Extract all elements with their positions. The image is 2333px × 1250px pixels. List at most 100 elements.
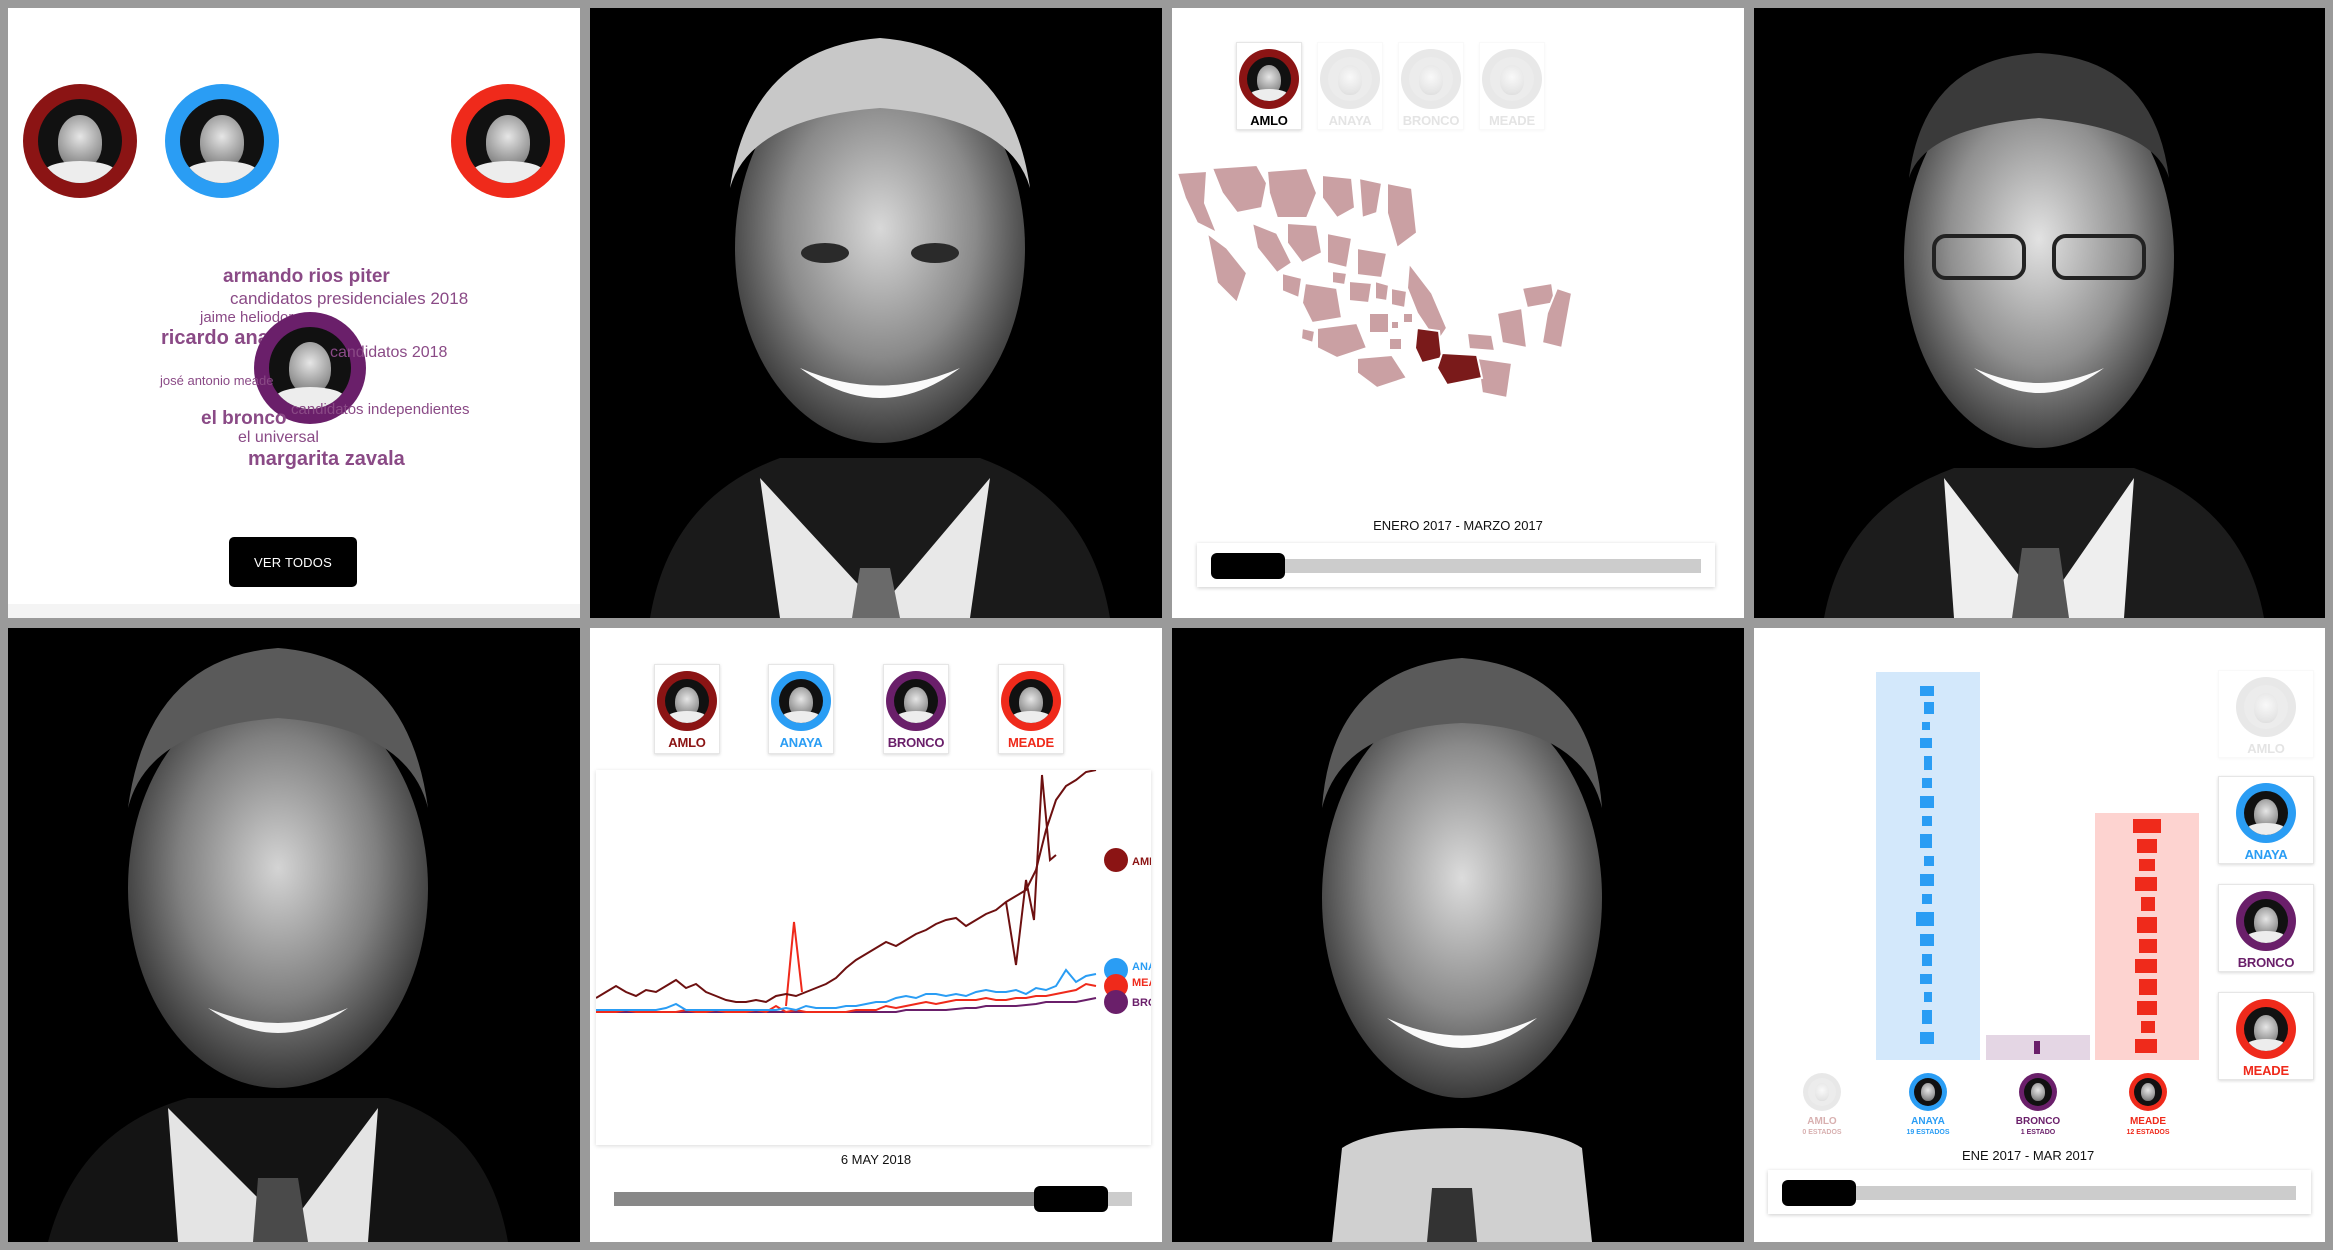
avatar-meade xyxy=(2236,999,2296,1059)
state-sonora xyxy=(1210,163,1269,215)
end-label-amlo: AMLO xyxy=(1132,856,1151,868)
state-tlaxcala xyxy=(1402,312,1414,324)
bar-avatar-amlo[interactable] xyxy=(1803,1073,1841,1111)
avatar-bronco[interactable] xyxy=(254,312,366,424)
line-chart-panel: AMLO ANAYA BRONCO MEADE xyxy=(590,628,1162,1242)
state-tamaulipas xyxy=(1386,181,1419,250)
state-aguascalientes xyxy=(1331,269,1349,287)
bar-period-label: ENE 2017 - MAR 2017 xyxy=(1962,1148,2095,1163)
line-card-label-meade: MEADE xyxy=(1008,735,1054,750)
word-armando-rios-piter[interactable]: armando rios piter xyxy=(223,266,390,287)
word-candidatos-presidenciales[interactable]: candidatos presidenciales 2018 xyxy=(230,289,469,308)
mexico-map[interactable] xyxy=(1177,163,1737,493)
slider-track[interactable] xyxy=(1211,559,1701,573)
word-el-universal[interactable]: el universal xyxy=(238,429,319,446)
map-card-label-meade: MEADE xyxy=(1489,113,1535,128)
state-zacatecas xyxy=(1326,231,1354,270)
end-label-bronco: BRONCO xyxy=(1132,997,1151,1009)
side-card-label-anaya: ANAYA xyxy=(2244,847,2288,862)
avatar-anaya[interactable] xyxy=(165,84,279,198)
state-baja-california-sur xyxy=(1205,230,1249,305)
bar-avatar-anaya[interactable] xyxy=(1909,1073,1947,1111)
bar-bronco-state xyxy=(2034,1041,2040,1054)
map-timeline-slider[interactable] xyxy=(1197,543,1715,587)
line-card-label-bronco: BRONCO xyxy=(887,735,945,750)
side-card-anaya[interactable]: ANAYA xyxy=(2218,776,2314,864)
bar-avatar-bronco[interactable] xyxy=(2019,1073,2057,1111)
line-card-meade[interactable]: MEADE xyxy=(998,664,1064,754)
state-hidalgo xyxy=(1390,286,1409,310)
state-sinaloa xyxy=(1250,221,1294,275)
avatar-bronco xyxy=(2236,891,2296,951)
wordcloud-panel: armando rios piter candidatos presidenci… xyxy=(8,8,580,618)
side-card-label-meade: MEADE xyxy=(2243,1063,2289,1078)
bar-label-anaya-sub: 19 ESTADOS xyxy=(1906,1129,1950,1136)
avatar-meade xyxy=(1482,49,1542,109)
portrait-meade xyxy=(1322,658,1602,1242)
side-card-meade[interactable]: MEADE xyxy=(2218,992,2314,1080)
bar-panel: AMLO 0 ESTADOS ANAYA 19 ESTADOS BRONCO 1… xyxy=(1754,628,2325,1242)
line-date-label: 6 MAY 2018 xyxy=(840,1152,912,1167)
line-amlo xyxy=(595,769,1097,1004)
avatar-bronco xyxy=(886,671,946,731)
bar-bronco[interactable] xyxy=(1986,1035,2090,1060)
bar-anaya[interactable] xyxy=(1876,672,1980,1060)
side-card-amlo[interactable]: AMLO xyxy=(2218,670,2314,758)
word-el-bronco[interactable]: el bronco xyxy=(201,408,287,429)
state-baja-california xyxy=(1177,169,1219,236)
avatar-meade[interactable] xyxy=(451,84,565,198)
line-card-bronco[interactable]: BRONCO xyxy=(883,664,949,754)
avatar-amlo[interactable] xyxy=(23,84,137,198)
avatar-anaya xyxy=(1320,49,1380,109)
map-card-bronco[interactable]: BRONCO xyxy=(1398,42,1464,130)
line-meade xyxy=(596,982,1097,1014)
portrait-anaya xyxy=(1824,53,2264,618)
state-nayarit xyxy=(1281,271,1304,300)
avatar-anaya xyxy=(771,671,831,731)
avatar-amlo xyxy=(1239,49,1299,109)
avatar-bronco xyxy=(1401,49,1461,109)
map-panel: AMLO ANAYA BRONCO MEADE xyxy=(1172,8,1744,618)
line-card-anaya[interactable]: ANAYA xyxy=(768,664,834,754)
avatar-amlo xyxy=(657,671,717,731)
state-guanajuato xyxy=(1348,279,1374,305)
bar-avatar-meade[interactable] xyxy=(2129,1073,2167,1111)
line-end-markers xyxy=(1104,848,1128,1014)
word-candidatos-independientes[interactable]: candidatos independientes xyxy=(291,401,470,418)
bar-timeline-slider[interactable] xyxy=(1768,1170,2311,1214)
portrait-amlo xyxy=(650,38,1110,618)
state-jalisco xyxy=(1300,281,1344,325)
map-card-anaya[interactable]: ANAYA xyxy=(1317,42,1383,130)
map-card-label-bronco: BRONCO xyxy=(1402,113,1460,128)
portrait-panel-amlo xyxy=(590,8,1162,618)
state-chiapas xyxy=(1475,356,1514,400)
line-chart-frame: AMLO ANAYA MEADE BRONCO xyxy=(595,769,1162,1145)
slider-thumb[interactable] xyxy=(1034,1186,1108,1212)
state-nuevo-leon xyxy=(1357,176,1384,220)
word-candidatos-2018[interactable]: candidatos 2018 xyxy=(330,344,448,361)
end-label-meade: MEADE xyxy=(1132,977,1151,989)
ver-todos-button[interactable]: VER TODOS xyxy=(229,537,357,587)
word-jose-antonio-meade[interactable]: josé antonio meade xyxy=(160,373,274,388)
map-card-amlo[interactable]: AMLO xyxy=(1236,42,1302,130)
line-timeline-slider[interactable] xyxy=(604,1176,1144,1220)
side-card-label-amlo: AMLO xyxy=(2247,741,2285,756)
slider-track[interactable] xyxy=(1782,1186,2296,1200)
line-anaya xyxy=(596,968,1097,1012)
slider-thumb[interactable] xyxy=(1782,1180,1856,1206)
state-coahuila xyxy=(1321,173,1357,220)
line-card-amlo[interactable]: AMLO xyxy=(654,664,720,754)
end-label-anaya: ANAYA xyxy=(1132,961,1151,973)
state-puebla xyxy=(1413,326,1444,365)
state-san-luis-potosi xyxy=(1356,246,1389,280)
slider-thumb[interactable] xyxy=(1211,553,1285,579)
state-durango xyxy=(1286,221,1324,265)
line-chart: AMLO ANAYA MEADE BRONCO xyxy=(595,769,1162,1014)
bar-label-amlo-sub: 0 ESTADOS xyxy=(1802,1129,1842,1136)
map-card-meade[interactable]: MEADE xyxy=(1479,42,1545,130)
bar-label-anaya-name: ANAYA xyxy=(1911,1116,1945,1127)
bar-label-meade: MEADE 12 ESTADOS xyxy=(2108,1116,2188,1136)
bar-meade[interactable] xyxy=(2095,813,2199,1060)
word-margarita-zavala[interactable]: margarita zavala xyxy=(248,448,405,470)
side-card-bronco[interactable]: BRONCO xyxy=(2218,884,2314,972)
